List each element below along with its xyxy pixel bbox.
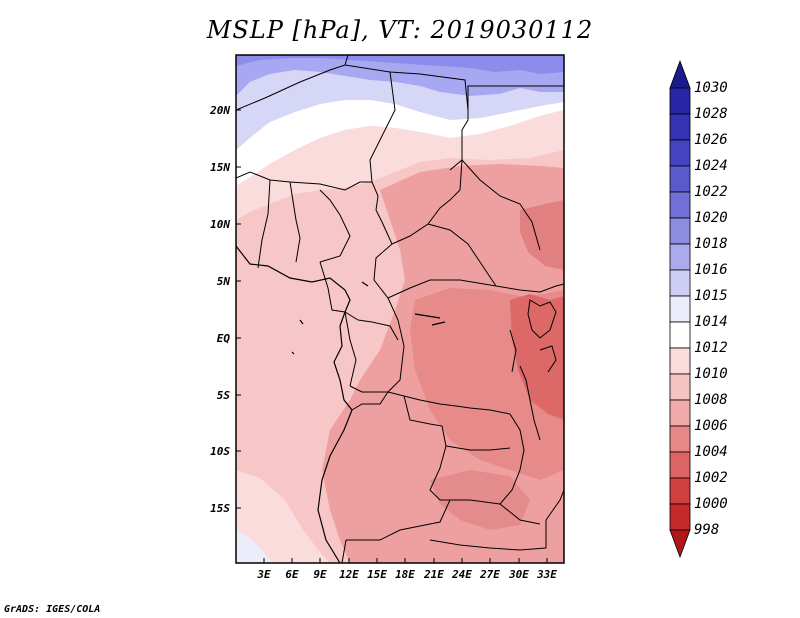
colorbar-label: 1012 xyxy=(694,340,728,356)
lon-label-33e: 33E xyxy=(537,568,557,581)
colorbar-segment xyxy=(669,217,691,245)
coastline xyxy=(236,245,446,563)
colorbar-segment xyxy=(669,373,691,401)
colorbar-segment xyxy=(669,347,691,375)
lowest-pressure-core xyxy=(510,294,564,420)
high-pressure-core xyxy=(236,55,564,74)
lat-label-15n: 15N xyxy=(210,161,230,174)
colorbar-segment xyxy=(669,529,691,559)
lat-label-20n: 20N xyxy=(210,104,230,117)
lat-label-15s: 15S xyxy=(210,502,230,515)
colorbar-segment xyxy=(669,503,691,531)
colorbar-segment xyxy=(669,295,691,323)
light-pink-band xyxy=(236,110,564,220)
low-pressure-east xyxy=(520,200,564,270)
southwest-white-patch xyxy=(236,530,272,563)
colorbar-label: 998 xyxy=(694,522,720,538)
colorbar-segment xyxy=(669,269,691,297)
white-band xyxy=(236,100,564,186)
lon-label-6e: 6E xyxy=(285,568,299,581)
colorbar-label: 1024 xyxy=(694,158,728,174)
lon-label-24e: 24E xyxy=(452,568,472,581)
lon-label-27e: 27E xyxy=(480,568,500,581)
grads-credit: GrADS: IGES/COLA xyxy=(4,604,101,615)
colorbar-segment xyxy=(669,425,691,453)
colorbar-segment xyxy=(669,477,691,505)
lat-label-5s: 5S xyxy=(216,389,230,402)
lon-label-3e: 3E xyxy=(257,568,271,581)
lat-label-10n: 10N xyxy=(210,218,230,231)
colorbar-label: 1010 xyxy=(694,366,728,382)
colorbar-label: 1026 xyxy=(694,132,728,148)
colorbar-segment xyxy=(669,399,691,427)
lon-label-18e: 18E xyxy=(395,568,415,581)
colorbar-segment xyxy=(669,243,691,271)
map-frame xyxy=(235,54,565,564)
colorbar-label: 1022 xyxy=(694,184,728,200)
colorbar-label: 1015 xyxy=(694,288,728,304)
colorbar-label: 1018 xyxy=(694,236,728,252)
colorbar-label: 1000 xyxy=(694,496,728,512)
southwest-pale-band xyxy=(236,470,330,563)
southern-low-pocket xyxy=(430,470,530,530)
colorbar-segment xyxy=(669,139,691,167)
lon-label-15e: 15E xyxy=(367,568,387,581)
colorbar-label: 1004 xyxy=(694,444,728,460)
lon-label-30e: 30E xyxy=(509,568,529,581)
country-borders xyxy=(236,55,564,563)
colorbar-label: 1016 xyxy=(694,262,728,278)
colorbar-label: 1020 xyxy=(694,210,728,226)
colorbar-label: 1028 xyxy=(694,106,728,122)
colorbar-label: 1008 xyxy=(694,392,728,408)
colorbar-segment xyxy=(669,59,691,89)
lat-label-eq: EQ xyxy=(216,332,230,345)
colorbar-segment xyxy=(669,191,691,219)
colorbar-label: 1030 xyxy=(694,80,728,96)
map-title: MSLP [hPa], VT: 2019030112 xyxy=(206,16,594,44)
colorbar-label: 1006 xyxy=(694,418,728,434)
colorbar-segment xyxy=(669,87,691,115)
lon-label-12e: 12E xyxy=(339,568,359,581)
colorbar-segment xyxy=(669,165,691,193)
colorbar-segment xyxy=(669,113,691,141)
colorbar-segment xyxy=(669,451,691,479)
lat-label-10s: 10S xyxy=(210,445,230,458)
lon-label-9e: 9E xyxy=(313,568,327,581)
pale-blue-band xyxy=(236,70,564,150)
lat-label-5n: 5N xyxy=(216,275,230,288)
lon-label-21e: 21E xyxy=(424,568,444,581)
axis-ticks xyxy=(236,109,548,563)
colorbar-segment xyxy=(669,321,691,349)
colorbar-label: 1014 xyxy=(694,314,728,330)
colorbar-label: 1002 xyxy=(694,470,728,486)
